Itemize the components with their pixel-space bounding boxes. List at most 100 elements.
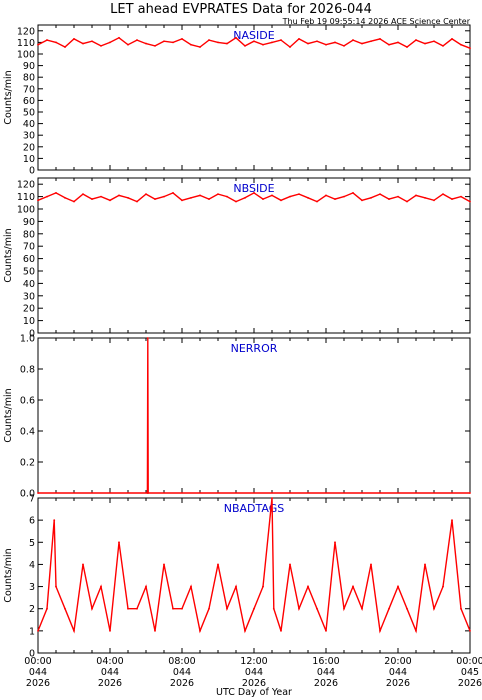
y-tick-label: 20 [23,304,35,315]
data-point [46,39,48,41]
y-tick-label: 110 [17,38,35,49]
data-point [343,44,345,47]
data-point [181,199,183,202]
data-point [424,563,426,566]
data-point [433,607,435,610]
data-point [352,191,354,194]
data-point [442,585,444,588]
y-tick-label: 50 [23,108,35,119]
y-tick-label: 60 [23,254,35,265]
data-point [451,198,453,200]
data-point [298,607,300,610]
data-point [199,629,201,632]
y-tick-label: 0.6 [20,396,35,407]
y-tick-label: 0.2 [20,458,35,469]
y-tick-label: 1 [29,626,35,637]
data-point [109,629,111,632]
data-point [271,497,273,499]
data-point [172,607,174,610]
y-tick-label: 0.0 [20,489,35,500]
data-point [37,43,39,46]
data-point [298,38,300,40]
panel-nbadtags: 0 1 2 3 4 5 6 7 Counts/min NBADTAGS [3,494,471,660]
data-point [343,195,345,198]
y-tick-label: 0 [29,649,35,660]
x-tick-day: 044 [389,667,407,678]
panel-frame [37,337,471,494]
x-tick-day: 044 [29,667,47,678]
data-point [406,46,408,48]
y-tick-label: 90 [23,217,35,228]
panel-label: NBSIDE [233,182,274,195]
data-point [37,492,39,494]
data-point [118,194,120,197]
data-point [469,200,471,203]
data-point [163,563,165,566]
data-point [361,42,363,45]
data-point [280,629,282,632]
x-tick-year: 2026 [170,678,194,689]
data-point [397,41,399,44]
data-point [325,43,327,46]
data-point [37,199,39,202]
data-point [334,198,336,200]
data-point [424,42,426,45]
x-tick-year: 2026 [26,678,50,689]
data-point [147,492,150,494]
data-point [379,629,381,632]
panel-label: NERROR [231,342,278,355]
data-point [289,46,291,48]
data-point [253,191,255,194]
x-tick-time: 04:00 [96,656,123,667]
y-axis-label: Counts/min [3,388,14,442]
data-point [415,39,417,41]
data-point [370,40,372,43]
y-tick-label: 100 [17,205,35,216]
data-point [82,193,84,196]
data-point [217,563,219,566]
data-point [154,198,156,200]
data-point [451,519,453,522]
y-tick-label: 120 [17,180,35,191]
data-point [190,196,192,199]
data-point [334,41,336,44]
y-tick-label: 50 [23,267,35,278]
data-point [325,194,327,197]
data-point [136,200,138,203]
data-point [190,43,192,46]
data-point [397,195,399,198]
data-point [100,195,102,198]
data-point [100,44,102,47]
data-point [325,629,327,632]
data-point [181,38,183,40]
y-tick-label: 4 [29,560,35,571]
data-point [379,193,381,196]
x-tick-day: 044 [101,667,119,678]
panel-label: NBADTAGS [224,502,284,515]
data-point [37,629,39,632]
data-point [64,46,66,48]
data-point [163,195,165,198]
data-point [415,194,417,197]
y-tick-label: 1.0 [20,334,35,345]
y-tick-label: 80 [23,73,35,84]
series-line-nerror [38,337,470,494]
y-tick-label: 0.8 [20,365,35,376]
y-tick-label: 30 [23,291,35,302]
series-line-nbadtags [37,497,471,634]
panels: 0102030405060708090100110120Counts/minNA… [3,24,471,660]
x-axis: 00:00044202604:00044202608:00044202612:0… [24,656,482,689]
data-point [118,36,120,39]
data-point [172,41,174,44]
data-point [235,200,237,203]
data-point [271,194,273,197]
x-tick-year: 2026 [386,678,410,689]
data-point [307,42,309,45]
x-tick-day: 044 [173,667,191,678]
data-point [379,38,381,40]
y-axis-label: Counts/min [3,548,14,602]
data-point [172,191,174,194]
data-point [433,40,435,43]
data-point [424,196,426,199]
